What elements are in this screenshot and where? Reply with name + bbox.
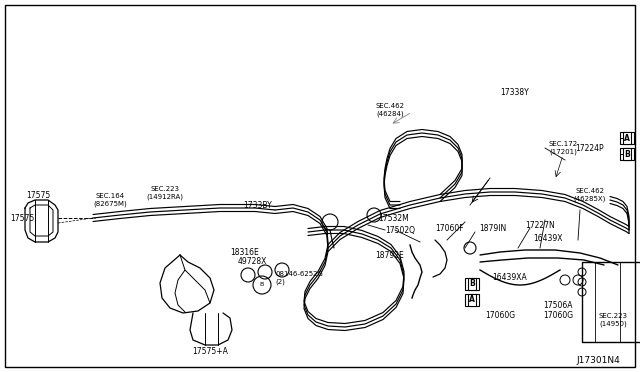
Text: 17575+A: 17575+A (192, 347, 228, 356)
Text: A: A (469, 295, 475, 305)
Text: J17301N4: J17301N4 (576, 356, 620, 365)
Text: B: B (625, 150, 630, 158)
Text: SEC.462
(46284): SEC.462 (46284) (376, 103, 404, 117)
Text: B: B (469, 279, 475, 289)
Text: 17338Y: 17338Y (500, 87, 529, 96)
Text: 17532M: 17532M (378, 214, 409, 222)
Text: A: A (625, 134, 630, 142)
Bar (465, 294, 479, 306)
Text: SEC.462
(46285X): SEC.462 (46285X) (574, 188, 606, 202)
Text: 1733BY: 1733BY (244, 201, 273, 209)
Bar (465, 278, 479, 290)
Text: B: B (260, 282, 264, 288)
Text: 17575: 17575 (26, 190, 50, 199)
Text: 17506A: 17506A (543, 301, 573, 310)
Text: B: B (624, 150, 630, 158)
Text: A: A (469, 295, 475, 305)
Text: 16439XA: 16439XA (493, 273, 527, 282)
Bar (582, 262, 640, 342)
Text: 18316E: 18316E (230, 247, 259, 257)
Text: 17502Q: 17502Q (385, 225, 415, 234)
Text: 08146-6252G
(2): 08146-6252G (2) (275, 271, 323, 285)
Text: 18792E: 18792E (376, 250, 404, 260)
Text: 17060F: 17060F (436, 224, 464, 232)
Text: SEC.164
(82675M): SEC.164 (82675M) (93, 193, 127, 207)
Text: 49728X: 49728X (238, 257, 268, 266)
Bar (620, 148, 634, 160)
Text: 16439X: 16439X (533, 234, 563, 243)
Text: 1879IN: 1879IN (479, 224, 507, 232)
Text: 17575: 17575 (10, 214, 34, 222)
Text: 17227N: 17227N (525, 221, 555, 230)
Text: 17060G: 17060G (485, 311, 515, 320)
Text: 17060G: 17060G (543, 311, 573, 320)
Text: 17224P: 17224P (576, 144, 604, 153)
Text: B: B (469, 279, 475, 289)
Text: SEC.223
(14950): SEC.223 (14950) (598, 313, 627, 327)
Text: SEC.172
(17201): SEC.172 (17201) (548, 141, 577, 155)
Text: SEC.223
(14912RA): SEC.223 (14912RA) (147, 186, 184, 200)
Text: A: A (624, 134, 630, 142)
Bar (620, 132, 634, 144)
